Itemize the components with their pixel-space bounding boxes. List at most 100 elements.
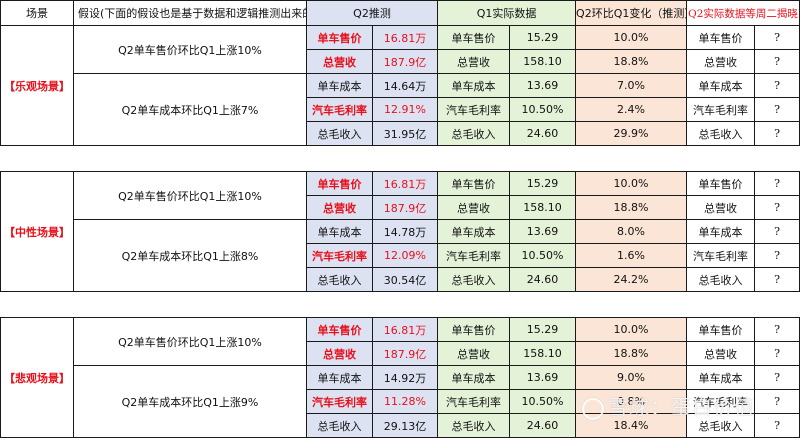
q2-actual-label: 单车售价 xyxy=(686,317,756,342)
q2-actual-value: ? xyxy=(754,341,800,366)
q2-metric-value: 187.9亿 xyxy=(371,195,439,220)
qoq-change-value: 29.9% xyxy=(575,121,688,146)
qoq-change-value: 10.0% xyxy=(575,317,688,342)
q2-metric-value: 14.64万 xyxy=(371,73,439,98)
q2-actual-value: ? xyxy=(754,195,800,220)
q2-metric-label: 总营收 xyxy=(306,49,373,74)
qoq-change-value: 18.4% xyxy=(575,413,688,438)
q2-metric-label: 单车成本 xyxy=(306,219,373,244)
q2-metric-label: 总毛收入 xyxy=(306,267,373,292)
q1-metric-label: 单车售价 xyxy=(437,171,511,196)
q1-metric-label: 总营收 xyxy=(437,195,511,220)
table-row: 总营收 187.9亿 总营收 158.10 18.8% 总营收? xyxy=(1,195,800,220)
table-row: Q2单车成本环比Q1上涨9% 单车成本 14.92万 单车成本 13.69 9.0% 单车成… xyxy=(1,365,800,438)
q2-actual-label: 单车成本 xyxy=(686,219,756,244)
q2-metric-label: 总营收 xyxy=(306,195,373,220)
q1-metric-value: 158.10 xyxy=(509,49,577,74)
q1-metric-value: 10.50% xyxy=(509,97,577,122)
header-q2-actual: Q2实际数据等周二揭晓 xyxy=(686,0,800,26)
assumption-price: Q2单车售价环比Q1上涨10% xyxy=(73,171,307,220)
qoq-change-value: 10.0% xyxy=(575,25,688,50)
header-scenario: 场景 xyxy=(0,0,74,26)
q1-metric-value: 13.69 xyxy=(509,219,577,244)
q2-actual-value: ? xyxy=(754,121,800,146)
header-q2-forecast: Q2推测 xyxy=(305,0,439,26)
q1-metric-label: 单车成本 xyxy=(437,73,511,98)
q2-metric-value: 16.81万 xyxy=(371,25,439,50)
q2-metric-label: 汽车毛利率 xyxy=(306,97,373,122)
q2-actual-value: ? xyxy=(754,97,800,122)
spacer-row xyxy=(0,145,800,172)
q2-metric-value: 16.81万 xyxy=(371,171,439,196)
qoq-change-value: 7.0% xyxy=(575,73,688,98)
q1-metric-value: 15.29 xyxy=(509,25,577,50)
q2-actual-value: ? xyxy=(754,389,800,414)
q1-metric-label: 单车售价 xyxy=(437,317,511,342)
q2-actual-label: 总营收 xyxy=(686,341,756,366)
q1-metric-value: 24.60 xyxy=(509,267,577,292)
q2-metric-value: 187.9亿 xyxy=(371,341,439,366)
q1-metric-value: 24.60 xyxy=(509,413,577,438)
table-row: 总毛收入 31.95亿 总毛收入 24.60 29.9% 总毛收入? xyxy=(1,121,800,146)
q1-metric-value: 15.29 xyxy=(509,171,577,196)
q1-metric-value: 24.60 xyxy=(509,121,577,146)
table-row: 汽车毛利率 11.28% 汽车毛利率 10.50% 0.8% 汽车毛利率? xyxy=(1,389,800,414)
q2-metric-label: 汽车毛利率 xyxy=(306,389,373,414)
q1-metric-label: 总营收 xyxy=(437,49,511,74)
q2-actual-label: 汽车毛利率 xyxy=(686,389,756,414)
q2-metric-label: 汽车毛利率 xyxy=(306,243,373,268)
assumption-cost: Q2单车成本环比Q1上涨7% xyxy=(73,73,307,146)
spacer-cell xyxy=(0,145,800,172)
q2-metric-value: 12.09% xyxy=(371,243,439,268)
qoq-change-value: 2.4% xyxy=(575,97,688,122)
q1-metric-value: 158.10 xyxy=(509,341,577,366)
q1-metric-value: 158.10 xyxy=(509,195,577,220)
q2-actual-label: 单车售价 xyxy=(686,25,756,50)
q2-metric-value: 29.13亿 xyxy=(371,413,439,438)
q1-metric-label: 总毛收入 xyxy=(437,267,511,292)
qoq-change-value: 0.8% xyxy=(575,389,688,414)
qoq-change-value: 18.8% xyxy=(575,49,688,74)
q2-actual-value: ? xyxy=(754,171,800,196)
q2-metric-label: 总毛收入 xyxy=(306,121,373,146)
spacer-row xyxy=(0,291,800,318)
q1-metric-label: 单车售价 xyxy=(437,25,511,50)
q2-metric-value: 30.54亿 xyxy=(371,267,439,292)
scenario-name: 【中性场景】 xyxy=(0,171,74,292)
q2-actual-label: 单车成本 xyxy=(686,365,756,390)
table-row: 【中性场景】 Q2单车售价环比Q1上涨10% 单车售价 16.81万 单车售价 15.29… xyxy=(0,171,800,292)
q2-metric-value: 12.91% xyxy=(371,97,439,122)
q2-actual-label: 汽车毛利率 xyxy=(686,97,756,122)
q1-metric-label: 单车成本 xyxy=(437,219,511,244)
q1-metric-label: 汽车毛利率 xyxy=(437,389,511,414)
table-row: 【悲观场景】 Q2单车售价环比Q1上涨10% 单车售价 16.81万 单车售价 15.29… xyxy=(0,317,800,438)
q2-actual-label: 汽车毛利率 xyxy=(686,243,756,268)
assumption-cost: Q2单车成本环比Q1上涨9% xyxy=(73,365,307,438)
qoq-change-value: 18.8% xyxy=(575,341,688,366)
table-row: 总营收 187.9亿 总营收 158.10 18.8% 总营收? xyxy=(1,49,800,74)
assumption-price: Q2单车售价环比Q1上涨10% xyxy=(73,317,307,366)
q2-actual-value: ? xyxy=(754,317,800,342)
q2-metric-value: 14.92万 xyxy=(371,365,439,390)
q2-actual-label: 总营收 xyxy=(686,195,756,220)
header-row: 场景 假设(下面的假设也是基于数据和逻辑推测出来的) Q2推测 Q1实际数据 Q… xyxy=(0,0,800,26)
q2-metric-label: 单车售价 xyxy=(306,25,373,50)
qoq-change-value: 18.8% xyxy=(575,195,688,220)
scenario-name: 【悲观场景】 xyxy=(0,317,74,438)
q2-actual-value: ? xyxy=(754,365,800,390)
table-row: Q2单车成本环比Q1上涨8% 单车成本 14.78万 单车成本 13.69 8.0% 单车成… xyxy=(1,219,800,292)
qoq-change-value: 10.0% xyxy=(575,171,688,196)
assumption-price: Q2单车售价环比Q1上涨10% xyxy=(73,25,307,74)
q2-actual-label: 单车成本 xyxy=(686,73,756,98)
q2-metric-label: 单车成本 xyxy=(306,365,373,390)
q1-metric-label: 单车成本 xyxy=(437,365,511,390)
qoq-change-value: 8.0% xyxy=(575,219,688,244)
assumption-cost: Q2单车成本环比Q1上涨8% xyxy=(73,219,307,292)
q2-actual-value: ? xyxy=(754,219,800,244)
table-row: 【乐观场景】 Q2单车售价环比Q1上涨10% 单车售价 16.81万 单车售价 15.29… xyxy=(0,25,800,146)
header-q1-actual: Q1实际数据 xyxy=(437,0,577,26)
q2-actual-label: 总毛收入 xyxy=(686,121,756,146)
q1-metric-label: 汽车毛利率 xyxy=(437,97,511,122)
table-row: 汽车毛利率 12.91% 汽车毛利率 10.50% 2.4% 汽车毛利率? xyxy=(1,97,800,122)
